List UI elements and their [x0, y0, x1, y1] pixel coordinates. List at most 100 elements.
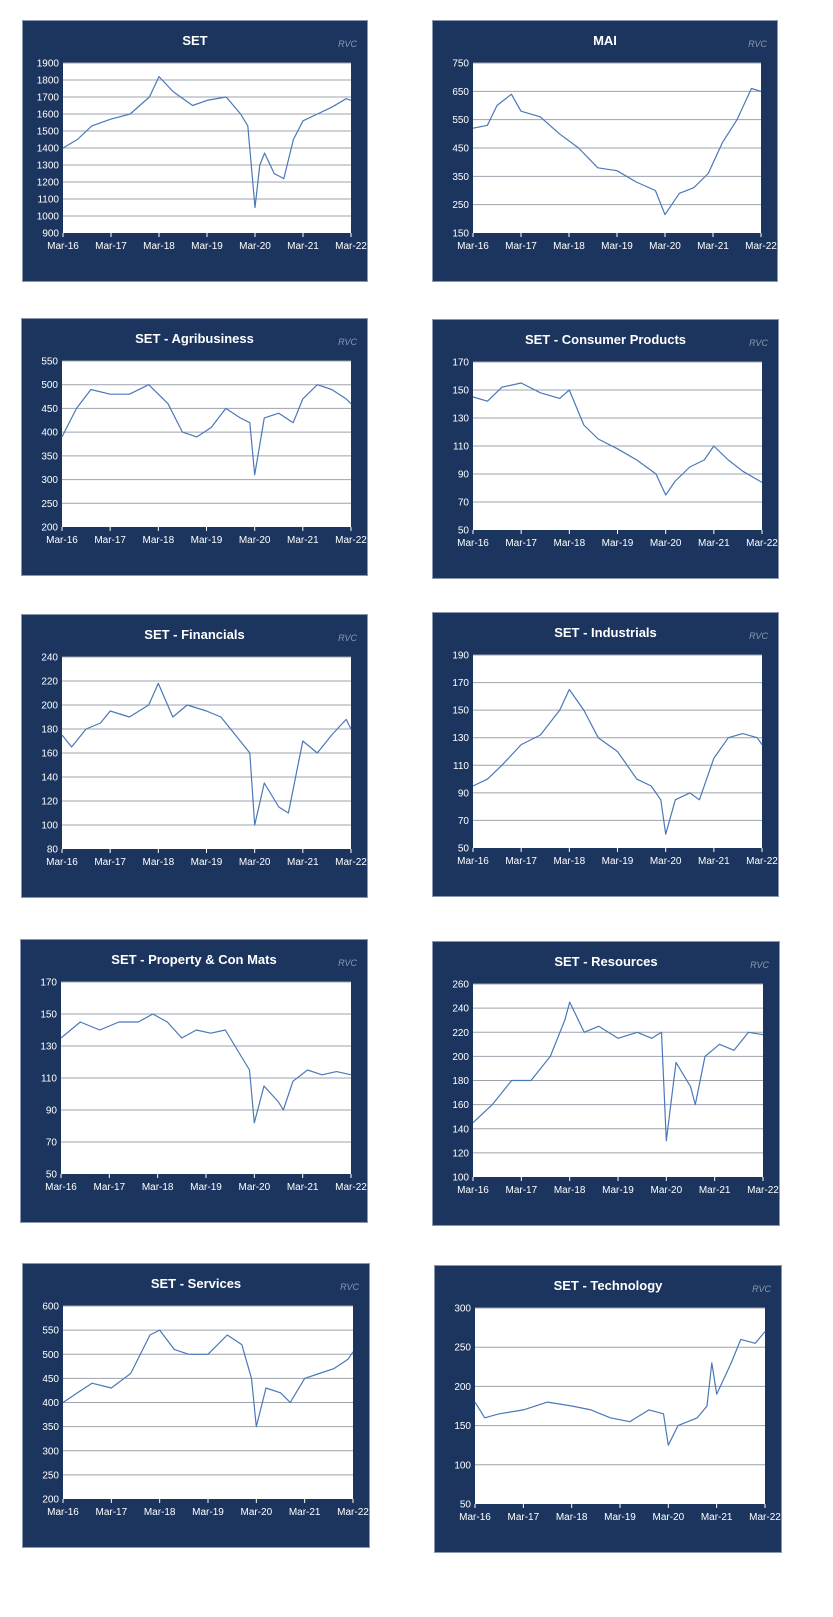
y-tick-label: 350	[41, 451, 58, 462]
y-tick-label: 50	[458, 526, 470, 537]
x-tick-label: Mar-21	[701, 1512, 733, 1523]
x-tick-label: Mar-22	[746, 538, 778, 549]
chart-svg: 100 120 140 160 180 200 220 240 260 Mar-16 Mar-17 M…	[452, 980, 779, 1197]
chart-title: SET - Industrials	[554, 625, 657, 640]
y-tick-label: 900	[42, 229, 59, 240]
x-tick-label: Mar-22	[335, 241, 367, 252]
y-tick-label: 550	[42, 1326, 59, 1337]
x-tick-label: Mar-22	[747, 1185, 779, 1196]
x-tick-label: Mar-20	[238, 1182, 270, 1193]
y-tick-label: 170	[452, 358, 469, 369]
y-tick-label: 550	[452, 115, 469, 126]
panel-technology: SET - Technology RVC 50 100 150 200 250 300 Ma…	[434, 1265, 782, 1553]
x-tick-label: Mar-16	[47, 241, 79, 252]
x-tick-label: Mar-22	[337, 1507, 369, 1518]
x-tick-label: Mar-16	[47, 1507, 79, 1518]
x-tick-label: Mar-21	[287, 1182, 319, 1193]
y-tick-label: 1100	[37, 195, 59, 206]
x-tick-label: Mar-20	[239, 535, 271, 546]
y-tick-label: 260	[452, 980, 469, 991]
y-tick-label: 1200	[37, 178, 60, 189]
rvc-watermark: RVC	[750, 960, 769, 970]
y-tick-label: 600	[42, 1302, 59, 1313]
x-tick-label: Mar-21	[697, 241, 729, 252]
x-tick-label: Mar-18	[142, 857, 174, 868]
y-tick-label: 1800	[37, 76, 60, 87]
y-tick-label: 200	[452, 1052, 469, 1063]
y-tick-label: 50	[460, 1500, 472, 1511]
chart-title: SET - Consumer Products	[524, 332, 687, 347]
x-tick-label: Mar-21	[287, 857, 319, 868]
series-line	[62, 75, 352, 209]
x-tick-label: Mar-20	[240, 1507, 272, 1518]
chart-title: SET - Resources	[554, 954, 658, 969]
y-tick-label: 120	[41, 797, 58, 808]
y-tick-label: 100	[454, 1460, 471, 1471]
x-tick-label: Mar-19	[192, 1507, 224, 1518]
chart-title: MAI	[593, 33, 617, 48]
x-tick-label: Mar-18	[142, 535, 174, 546]
y-tick-label: 1600	[37, 110, 60, 121]
x-tick-label: Mar-21	[287, 241, 319, 252]
chart-svg: 900 1000 1100 1200 1300 1400 1500 1600 1700 1800 1…	[37, 59, 368, 253]
x-tick-label: Mar-19	[602, 1185, 634, 1196]
panel-property: SET - Property & Con Mats RVC 50 70 90 110 1…	[20, 939, 368, 1223]
y-tick-label: 1400	[37, 144, 60, 155]
chart-title: SET - Technology	[553, 1278, 663, 1293]
y-tick-label: 350	[452, 172, 469, 183]
plot-area	[62, 361, 351, 527]
x-tick-label: Mar-16	[459, 1512, 491, 1523]
y-tick-label: 300	[42, 1446, 59, 1457]
y-tick-label: 90	[46, 1106, 58, 1117]
y-tick-label: 70	[458, 498, 470, 509]
y-tick-label: 100	[452, 1173, 469, 1184]
x-tick-label: Mar-16	[45, 1182, 77, 1193]
x-tick-label: Mar-17	[507, 1512, 539, 1523]
y-tick-label: 550	[41, 357, 58, 368]
panel-mai: MAI RVC 150 250 350 450 550 650 750 Mar-16 Mar-1…	[432, 20, 778, 282]
x-tick-label: Mar-22	[749, 1512, 781, 1523]
y-tick-label: 90	[458, 788, 470, 799]
y-tick-label: 90	[458, 470, 470, 481]
panel-agribusiness: SET - Agribusiness RVC 200 250 300 350 400 45…	[21, 318, 368, 576]
x-tick-label: Mar-16	[457, 538, 489, 549]
panel-industrials: SET - Industrials RVC 50 70 90 110 130 150 170…	[432, 612, 779, 897]
y-tick-label: 110	[453, 761, 469, 772]
x-tick-label: Mar-22	[335, 1182, 367, 1193]
x-tick-label: Mar-16	[457, 1185, 489, 1196]
rvc-watermark: RVC	[752, 1284, 771, 1294]
chart-svg: 50 70 90 110 130 150 170 190 Mar-16 Mar-17 Mar-18 M…	[452, 651, 778, 868]
series-line	[472, 87, 762, 216]
x-tick-label: Mar-17	[93, 1182, 125, 1193]
y-tick-label: 180	[41, 725, 58, 736]
x-tick-label: Mar-16	[457, 241, 489, 252]
y-tick-label: 190	[452, 651, 469, 662]
x-tick-label: Mar-17	[505, 856, 537, 867]
y-tick-label: 250	[452, 200, 469, 211]
x-tick-label: Mar-17	[94, 535, 126, 546]
y-tick-label: 140	[41, 773, 58, 784]
x-tick-label: Mar-20	[649, 241, 681, 252]
rvc-watermark: RVC	[340, 1282, 359, 1292]
y-tick-label: 70	[46, 1138, 58, 1149]
x-tick-label: Mar-22	[746, 856, 778, 867]
y-tick-label: 150	[452, 706, 469, 717]
y-tick-label: 80	[47, 845, 59, 856]
y-tick-label: 250	[41, 499, 58, 510]
x-tick-label: Mar-17	[505, 538, 537, 549]
y-tick-label: 150	[452, 386, 469, 397]
y-tick-label: 130	[452, 414, 469, 425]
y-tick-label: 300	[454, 1304, 471, 1315]
y-tick-label: 350	[42, 1422, 59, 1433]
x-tick-label: Mar-19	[601, 241, 633, 252]
x-tick-label: Mar-17	[95, 1507, 127, 1518]
series-line	[472, 1001, 764, 1142]
chart-svg: 200 250 300 350 400 450 500 550 600 Mar-16 Mar-17 M…	[42, 1302, 369, 1519]
y-tick-label: 200	[41, 701, 58, 712]
chart-svg: 150 250 350 450 550 650 750 Mar-16 Mar-17 Mar-18 M…	[452, 59, 777, 253]
x-tick-label: Mar-19	[191, 241, 223, 252]
y-tick-label: 170	[40, 978, 57, 989]
x-tick-label: Mar-18	[553, 538, 585, 549]
y-tick-label: 50	[46, 1170, 58, 1181]
y-tick-label: 1700	[37, 93, 60, 104]
